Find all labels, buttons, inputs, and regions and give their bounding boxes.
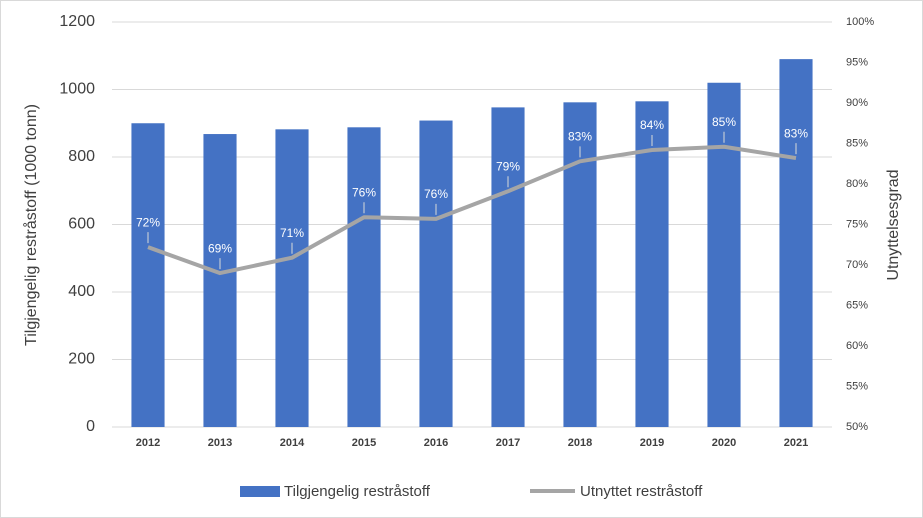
data-label: 76%	[352, 185, 376, 199]
x-tick-label: 2021	[784, 437, 808, 449]
y2-axis-title: Utnyttelsesgrad	[885, 169, 902, 280]
y2-tick-label: 55%	[846, 380, 868, 392]
y2-tick-label: 70%	[846, 259, 868, 271]
y2-tick-label: 65%	[846, 299, 868, 311]
x-tick-label: 2018	[568, 437, 592, 449]
y2-tick-label: 60%	[846, 340, 868, 352]
y-tick-label: 400	[68, 283, 95, 300]
y-tick-label: 800	[68, 148, 95, 165]
bar	[635, 101, 669, 427]
y2-tick-label: 50%	[846, 421, 868, 433]
x-tick-label: 2015	[352, 437, 376, 449]
x-tick-label: 2014	[280, 437, 305, 449]
data-label: 79%	[496, 159, 520, 173]
y-tick-label: 0	[86, 418, 95, 435]
y2-tick-label: 100%	[846, 16, 874, 28]
data-label: 83%	[784, 126, 808, 140]
y2-tick-label: 95%	[846, 56, 868, 68]
legend-swatch	[240, 486, 280, 497]
data-label: 85%	[712, 115, 736, 129]
y-tick-label: 1000	[59, 81, 95, 98]
bar	[347, 127, 381, 428]
y-tick-label: 1200	[59, 13, 95, 30]
legend-label: Tilgjengelig restråstoff	[284, 483, 431, 500]
data-label: 69%	[208, 241, 232, 255]
y2-tick-label: 85%	[846, 137, 868, 149]
bar	[779, 59, 813, 427]
x-tick-label: 2012	[136, 437, 160, 449]
y-axis-title: Tilgjengelig restråstoff (1000 tonn)	[22, 104, 40, 346]
bar	[131, 123, 165, 427]
line	[147, 144, 797, 276]
legend-label: Utnyttet restråstoff	[580, 483, 703, 500]
data-label: 76%	[424, 187, 448, 201]
y-tick-label: 200	[68, 351, 95, 368]
data-label: 84%	[640, 118, 664, 132]
y2-tick-label: 80%	[846, 178, 868, 190]
bar	[419, 120, 453, 428]
y-tick-label: 600	[68, 216, 95, 233]
data-label: 71%	[280, 226, 304, 240]
x-tick-label: 2017	[496, 437, 520, 449]
bar	[203, 134, 237, 428]
bar	[491, 107, 525, 427]
x-tick-label: 2019	[640, 437, 664, 449]
x-tick-label: 2016	[424, 437, 448, 449]
x-tick-label: 2013	[208, 437, 232, 449]
bar	[275, 129, 309, 427]
x-tick-label: 2020	[712, 437, 736, 449]
y2-tick-label: 75%	[846, 218, 868, 230]
data-label: 72%	[136, 215, 160, 229]
y2-tick-label: 90%	[846, 97, 868, 109]
data-label: 83%	[568, 129, 592, 143]
